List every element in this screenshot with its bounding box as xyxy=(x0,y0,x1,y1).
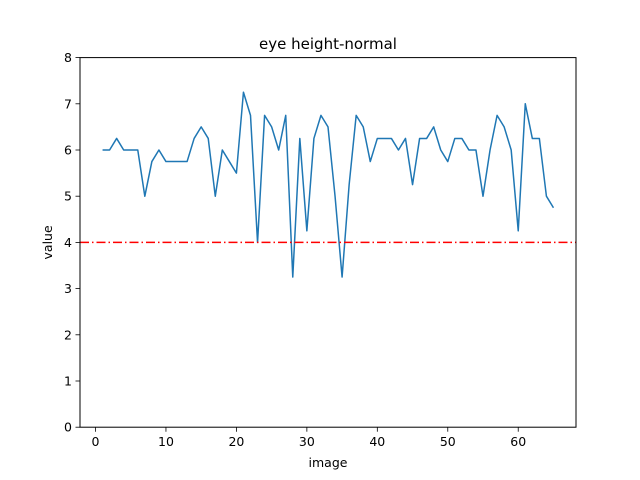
x-tick-label: 10 xyxy=(158,434,174,449)
plot-layer xyxy=(80,91,576,278)
chart-title: eye height-normal xyxy=(259,35,397,53)
x-axis-label: image xyxy=(309,455,348,470)
y-tick-label: 6 xyxy=(64,143,72,158)
y-tick-label: 2 xyxy=(64,327,72,342)
y-tick-label: 3 xyxy=(64,281,72,296)
y-tick-label: 7 xyxy=(64,96,72,111)
x-tick-label: 30 xyxy=(299,434,315,449)
y-tick-label: 4 xyxy=(64,235,72,250)
series-line-0 xyxy=(102,91,555,278)
y-tick-label: 0 xyxy=(64,420,72,435)
x-tick-label: 50 xyxy=(440,434,456,449)
y-axis-label: value xyxy=(40,225,55,259)
x-tick-label: 60 xyxy=(510,434,526,449)
y-axis-ticks: 0 1 2 3 4 5 6 7 8 xyxy=(64,50,80,435)
x-tick-label: 40 xyxy=(369,434,385,449)
y-tick-label: 1 xyxy=(64,374,72,389)
y-tick-label: 5 xyxy=(64,189,72,204)
y-tick-label: 8 xyxy=(64,50,72,65)
x-tick-label: 0 xyxy=(92,434,100,449)
x-axis-ticks: 0 10 20 30 40 50 60 xyxy=(92,427,526,449)
x-tick-label: 20 xyxy=(228,434,244,449)
